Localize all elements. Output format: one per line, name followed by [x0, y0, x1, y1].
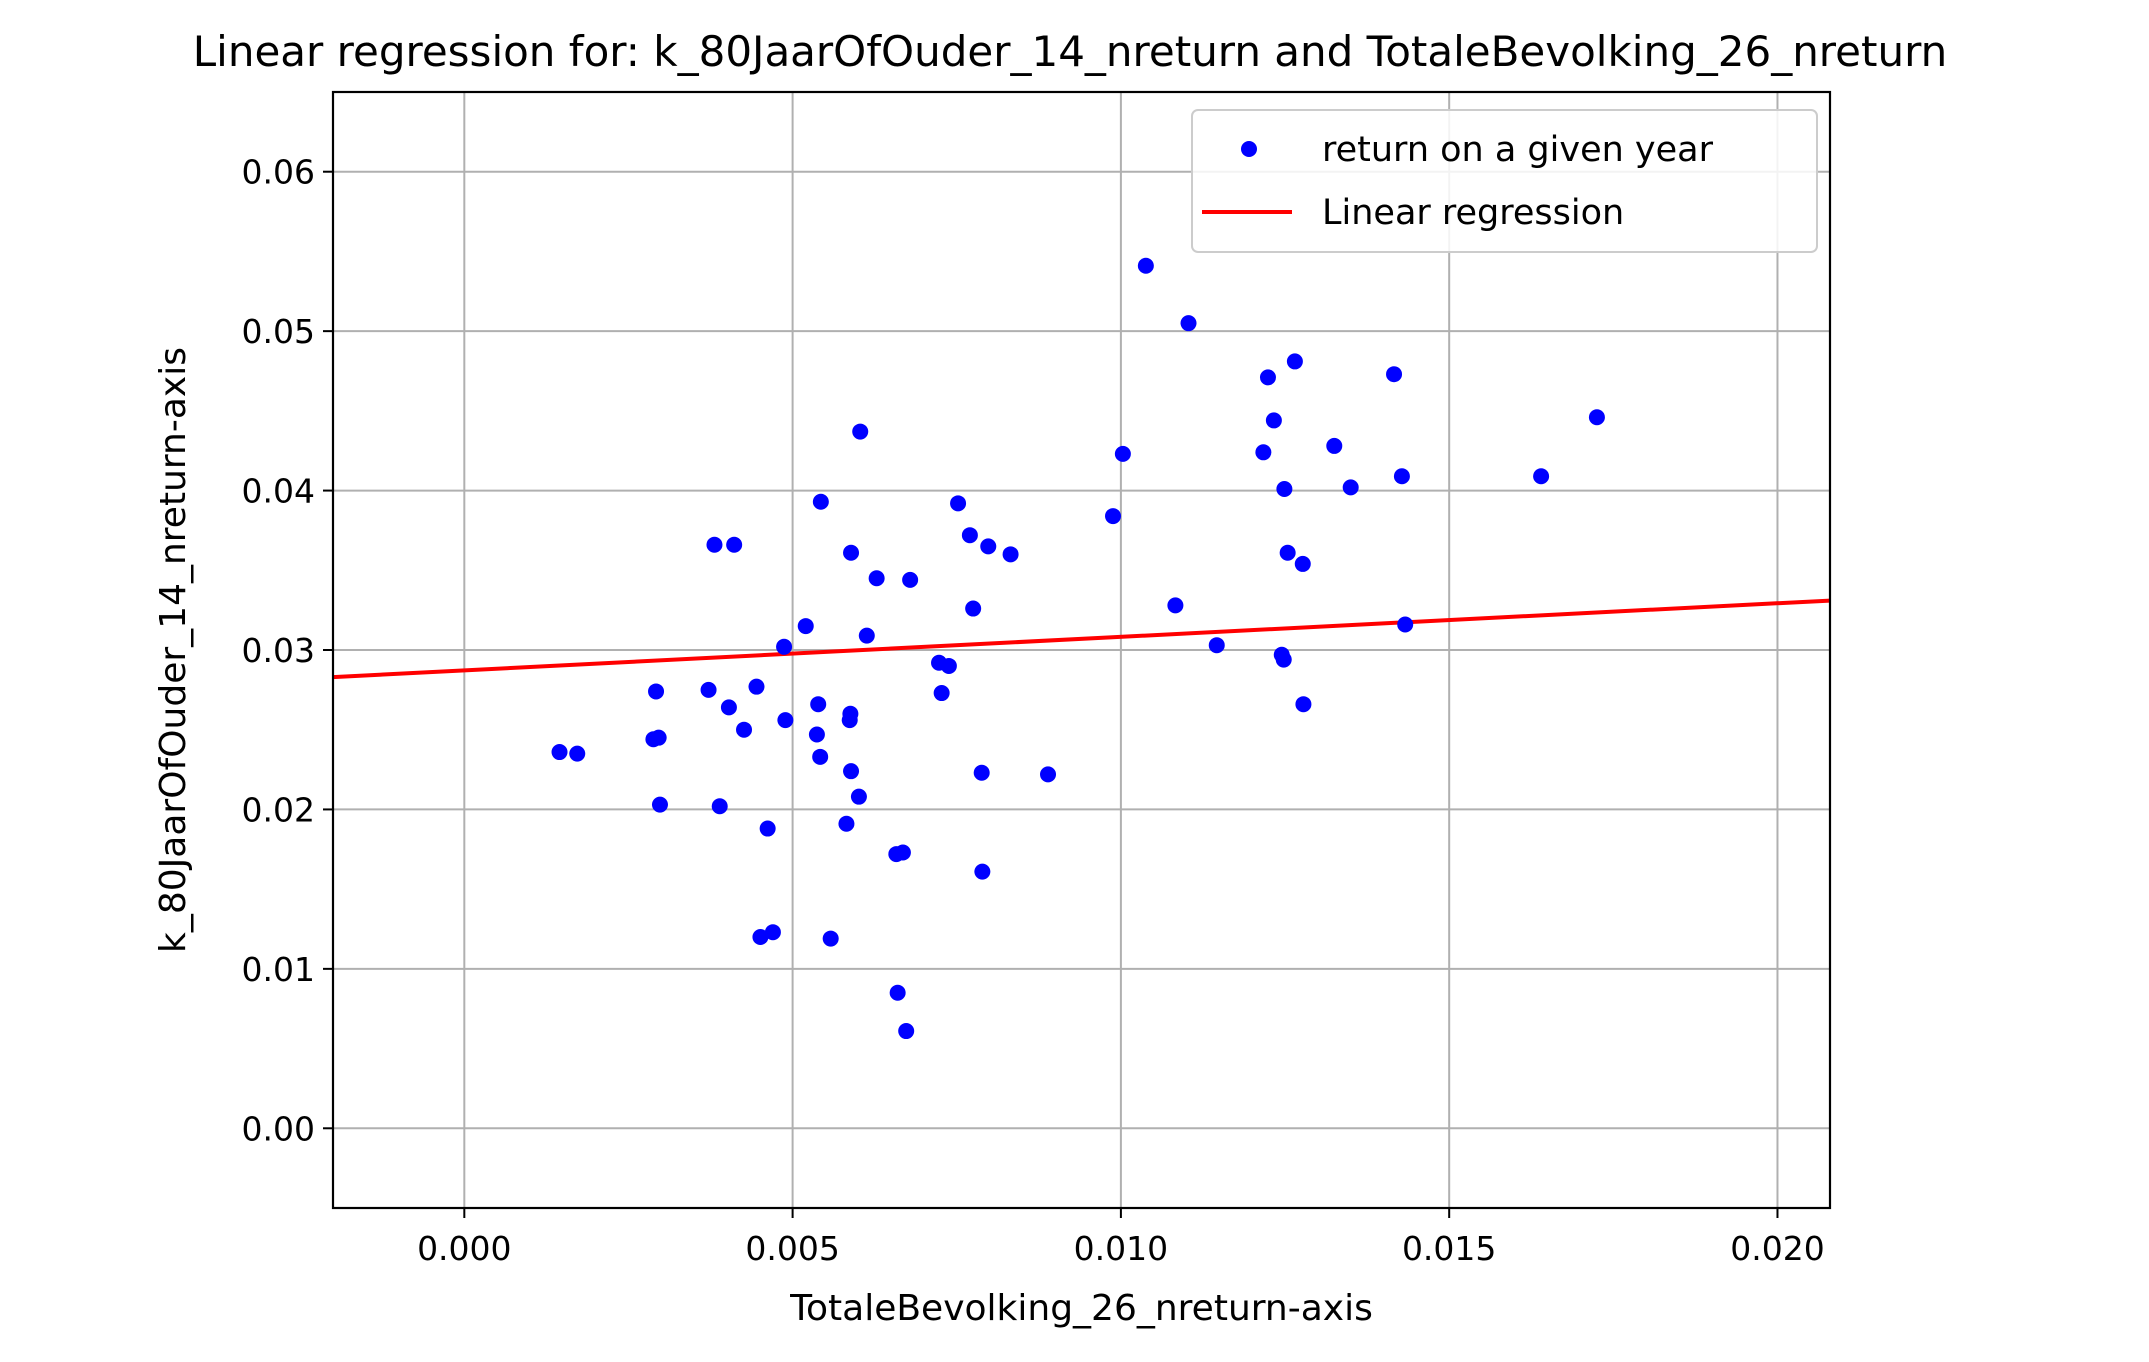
scatter-point: [843, 544, 860, 561]
scatter-point: [858, 627, 875, 644]
scatter-point: [759, 820, 776, 837]
scatter-point: [1137, 257, 1154, 274]
scatter-point: [1180, 315, 1197, 332]
scatter-point: [1167, 597, 1184, 614]
scatter-point: [648, 683, 665, 700]
y-tick-label: 0.03: [242, 631, 315, 670]
x-tick-label: 0.015: [1402, 1229, 1496, 1268]
scatter-point: [569, 745, 586, 762]
scatter-point: [551, 744, 568, 761]
y-axis-label: k_80JaarOfOuder_14_nreturn-axis: [153, 347, 194, 953]
scatter-point: [777, 712, 794, 729]
scatter-point: [940, 657, 957, 674]
scatter-point: [1286, 353, 1303, 370]
legend-label-scatter: return on a given year: [1322, 130, 1714, 170]
y-tick-label: 0.00: [242, 1109, 315, 1148]
x-tick-label: 0.010: [1074, 1229, 1168, 1268]
y-tick-label: 0.02: [242, 790, 315, 829]
scatter-point: [974, 863, 991, 880]
scatter-point: [764, 924, 781, 941]
scatter-point: [850, 788, 867, 805]
scatter-point: [711, 798, 728, 815]
x-tick-label: 0.020: [1730, 1229, 1824, 1268]
regression-line-layer: [332, 598, 1831, 680]
x-axis-label: TotaleBevolking_26_nreturn-axis: [789, 1288, 1373, 1329]
scatter-point: [961, 527, 978, 544]
scatter-point: [808, 726, 825, 743]
scatter-point: [752, 928, 769, 945]
scatter-point: [726, 536, 743, 553]
y-tick-label: 0.06: [242, 153, 315, 192]
scatter-point: [736, 721, 753, 738]
scatter-point: [651, 796, 668, 813]
scatter-point: [1397, 616, 1414, 633]
scatter-point: [1265, 412, 1282, 429]
scatter-point: [810, 696, 827, 713]
scatter-point: [1326, 437, 1343, 454]
x-tick-label: 0.005: [745, 1229, 839, 1268]
scatter-point: [1105, 508, 1122, 525]
scatter-point: [748, 678, 765, 695]
scatter-point: [1255, 444, 1272, 461]
scatter-point: [1588, 409, 1605, 426]
y-tick-label: 0.01: [242, 950, 315, 989]
legend: return on a given year Linear regression: [1191, 109, 1818, 253]
y-tick-label: 0.04: [242, 472, 315, 511]
scatter-point: [933, 685, 950, 702]
legend-scatter-marker: [1241, 141, 1257, 157]
scatter-point: [1275, 651, 1292, 668]
axis-ticks: 0.000 0.005 0.010 0.015 0.020 0.00 0.01 0.02 0.0…: [242, 153, 1825, 1268]
scatter-point: [1279, 544, 1296, 561]
scatter-point: [1386, 366, 1403, 383]
y-tick-label: 0.05: [242, 312, 315, 351]
scatter-point: [1259, 369, 1276, 386]
scatter-point: [868, 570, 885, 587]
regression-line: [332, 598, 1831, 680]
scatter-point: [950, 495, 967, 512]
scatter-point: [980, 538, 997, 555]
x-tick-label: 0.000: [417, 1229, 511, 1268]
scatter-point: [700, 681, 717, 698]
chart-title: Linear regression for: k_80JaarOfOuder_1…: [193, 27, 1947, 76]
scatter-point: [902, 571, 919, 588]
scatter-point: [852, 423, 869, 440]
scatter-point: [812, 493, 829, 510]
scatter-point: [1040, 766, 1057, 783]
legend-label-regression: Linear regression: [1322, 193, 1624, 233]
scatter-point: [797, 618, 814, 635]
scatter-point: [965, 600, 982, 617]
scatter-point: [843, 763, 860, 780]
scatter-point: [898, 1023, 915, 1040]
scatter-point: [720, 699, 737, 716]
scatter-point: [1342, 479, 1359, 496]
scatter-point: [1393, 468, 1410, 485]
scatter-point: [650, 729, 667, 746]
scatter-point: [894, 844, 911, 861]
legend-box: [1191, 109, 1818, 253]
scatter-point: [1533, 468, 1550, 485]
scatter-points: [551, 257, 1605, 1040]
scatter-point: [1114, 445, 1131, 462]
scatter-point: [1276, 480, 1293, 497]
scatter-point: [776, 638, 793, 655]
scatter-point: [973, 764, 990, 781]
scatter-point: [812, 748, 829, 765]
scatter-point: [889, 984, 906, 1001]
scatter-point: [1002, 546, 1019, 563]
scatter-point: [822, 930, 839, 947]
scatter-point: [838, 815, 855, 832]
scatter-point: [1295, 696, 1312, 713]
scatter-point: [706, 536, 723, 553]
scatter-point: [1294, 555, 1311, 572]
grid-lines: [333, 92, 1830, 1208]
scatter-point: [842, 705, 859, 722]
scatter-point: [1208, 637, 1225, 654]
